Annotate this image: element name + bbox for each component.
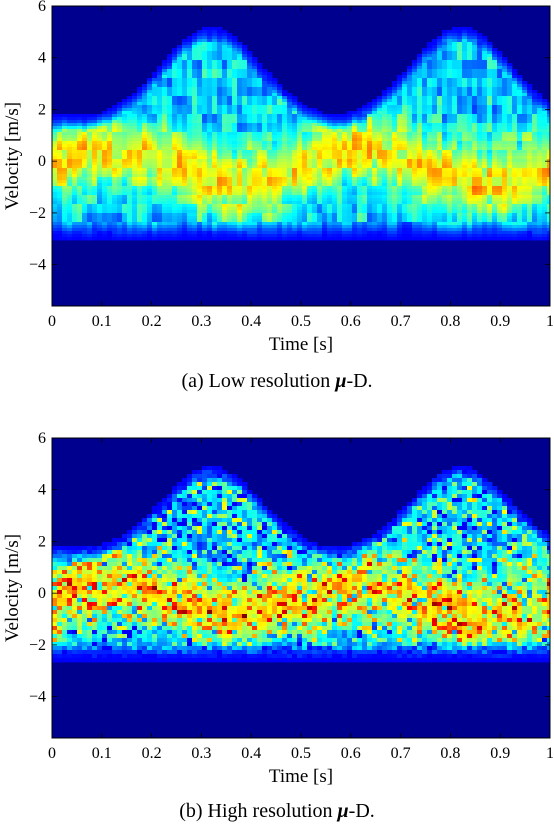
y-tick-label: −4 <box>29 257 46 274</box>
x-tick-label: 0.5 <box>291 745 311 762</box>
x-tick-label: 0.6 <box>341 313 361 330</box>
spectrogram-chart-low-res: 0 0.1 0.2 0.3 0.4 0.5 0.6 0.7 0.8 0.9 1 −4 −2 0 2 4 6 Tim… <box>2 0 554 355</box>
y-tick-label: 4 <box>38 50 46 67</box>
caption-low-res: (a) Low resolution μ-D. <box>0 370 554 393</box>
x-tick-label: 1 <box>546 745 554 762</box>
x-tick-label: 0.4 <box>241 745 261 762</box>
x-tick-label: 0.2 <box>142 313 162 330</box>
x-tick-label: 0.2 <box>142 745 162 762</box>
x-tick-label: 0.1 <box>92 313 112 330</box>
caption-suffix: -D. <box>348 800 375 822</box>
caption-high-res: (b) High resolution μ-D. <box>0 800 554 823</box>
x-tick-label: 0.4 <box>241 313 261 330</box>
y-tick-label: −2 <box>29 637 46 654</box>
spectrogram-intensity <box>52 27 550 241</box>
x-tick-label: 0.3 <box>191 745 211 762</box>
x-tick-label: 0.9 <box>490 745 510 762</box>
spectrogram-panel-low-res: 0 0.1 0.2 0.3 0.4 0.5 0.6 0.7 0.8 0.9 1 −4 −2 0 2 4 6 Tim… <box>2 0 554 355</box>
x-tick-label: 1 <box>546 313 554 330</box>
x-tick-label: 0.1 <box>92 745 112 762</box>
y-tick-label: 0 <box>38 585 46 602</box>
x-tick-label: 0.6 <box>341 745 361 762</box>
x-tick-label: 0.8 <box>440 745 460 762</box>
y-tick-label: 0 <box>38 153 46 170</box>
caption-mu-symbol: μ <box>337 800 349 822</box>
y-tick-label: 2 <box>38 533 46 550</box>
x-tick-label: 0 <box>48 745 56 762</box>
caption-prefix: (a) Low resolution <box>181 370 336 392</box>
y-tick-label: −2 <box>29 205 46 222</box>
x-tick-label: 0 <box>48 313 56 330</box>
y-tick-label: 2 <box>38 101 46 118</box>
spectrogram-panel-high-res: 0 0.1 0.2 0.3 0.4 0.5 0.6 0.7 0.8 0.9 1 −4 −2 0 2 4 6 Tim… <box>0 414 554 828</box>
y-tick-label: 4 <box>38 482 46 499</box>
x-axis-label: Time [s] <box>269 766 333 787</box>
x-tick-label: 0.7 <box>391 745 411 762</box>
x-tick-label: 0.5 <box>291 313 311 330</box>
x-tick-label: 0.8 <box>440 313 460 330</box>
x-tick-label: 0.9 <box>490 313 510 330</box>
x-axis-label: Time [s] <box>269 334 333 355</box>
y-tick-label: 6 <box>38 0 46 15</box>
x-tick-label: 0.7 <box>391 313 411 330</box>
y-axis-label: Velocity [m/s] <box>2 534 23 642</box>
spectrogram-chart-high-res: 0 0.1 0.2 0.3 0.4 0.5 0.6 0.7 0.8 0.9 1 −4 −2 0 2 4 6 Tim… <box>2 430 554 787</box>
caption-suffix: -D. <box>346 370 373 392</box>
x-tick-label: 0.3 <box>191 313 211 330</box>
caption-prefix: (b) High resolution <box>179 800 338 822</box>
caption-mu-symbol: μ <box>335 370 347 392</box>
spectrogram-intensity <box>52 466 550 663</box>
y-tick-label: −4 <box>29 689 46 706</box>
y-tick-label: 6 <box>38 430 46 447</box>
y-axis-label: Velocity [m/s] <box>2 102 23 210</box>
